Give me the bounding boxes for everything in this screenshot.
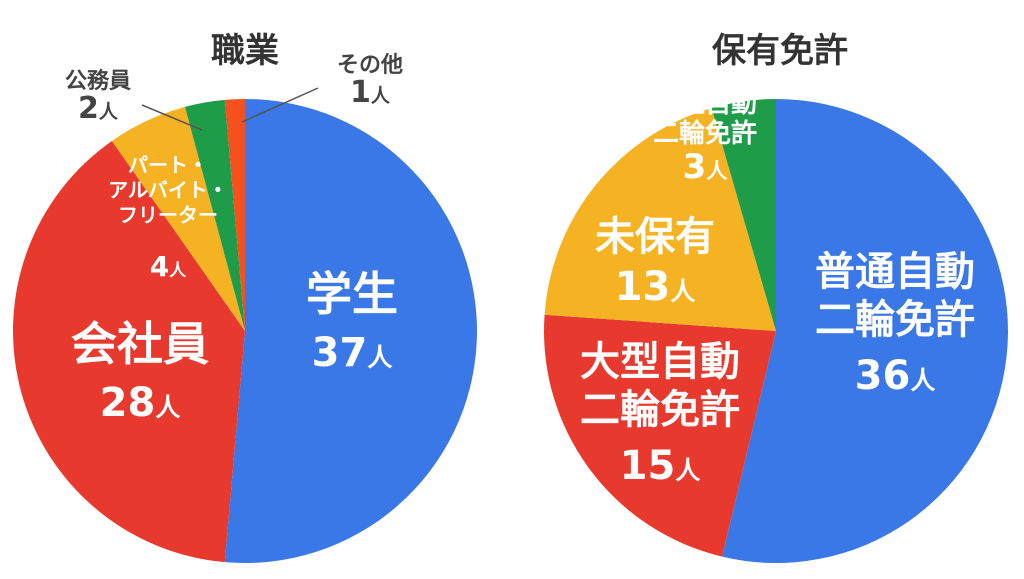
slice-label: フリーター bbox=[118, 203, 218, 227]
occupation-chart-title: 職業 bbox=[211, 31, 279, 71]
slice-label: 二輪免許 bbox=[653, 118, 757, 149]
slice-label: 二輪免許 bbox=[815, 297, 975, 343]
slice-value-label: 13人 bbox=[615, 264, 696, 310]
slice-label: 学生 bbox=[306, 267, 398, 321]
slice-value-label: 2人 bbox=[78, 91, 119, 126]
license-pie-chart: 保有免許 普通自動二輪免許36人大型自動二輪免許15人未保有13人小型自動二輪免… bbox=[544, 31, 1009, 564]
slice-label: 普通自動 bbox=[815, 249, 975, 295]
leader-line bbox=[141, 104, 203, 131]
license-pie-slices bbox=[544, 99, 1009, 564]
pie-slice bbox=[722, 99, 1009, 564]
leader-line bbox=[241, 87, 319, 123]
pie-slice bbox=[13, 140, 245, 563]
slice-label: 公務員 bbox=[65, 68, 131, 94]
slice-label: パート・ bbox=[128, 153, 208, 177]
slice-label: アルバイト・ bbox=[108, 178, 228, 202]
slice-value-label: 37人 bbox=[312, 330, 393, 376]
pie-slice bbox=[711, 99, 776, 331]
occupation-pie-slices bbox=[13, 99, 478, 564]
slice-label: 大型自動 bbox=[580, 339, 740, 385]
slice-label: 会社員 bbox=[71, 317, 209, 371]
slice-label: 未保有 bbox=[595, 214, 715, 260]
slice-value-label: 4人 bbox=[150, 250, 187, 283]
slice-value-label: 15人 bbox=[620, 443, 701, 489]
pie-slice bbox=[184, 99, 245, 331]
license-chart-title: 保有免許 bbox=[712, 31, 848, 71]
slice-value-label: 3人 bbox=[683, 147, 728, 187]
slice-value-label: 36人 bbox=[855, 353, 936, 399]
pie-slice bbox=[544, 108, 776, 331]
pie-slice bbox=[224, 99, 245, 331]
pie-slice bbox=[544, 314, 776, 557]
pie-slice bbox=[224, 99, 478, 564]
slice-value-label: 28人 bbox=[100, 380, 181, 426]
slice-label: 小型自動 bbox=[653, 88, 757, 119]
slice-label: その他 bbox=[337, 53, 403, 78]
slice-label: 二輪免許 bbox=[580, 387, 740, 433]
pie-slice bbox=[111, 106, 245, 331]
slice-value-label: 1人 bbox=[350, 75, 391, 110]
